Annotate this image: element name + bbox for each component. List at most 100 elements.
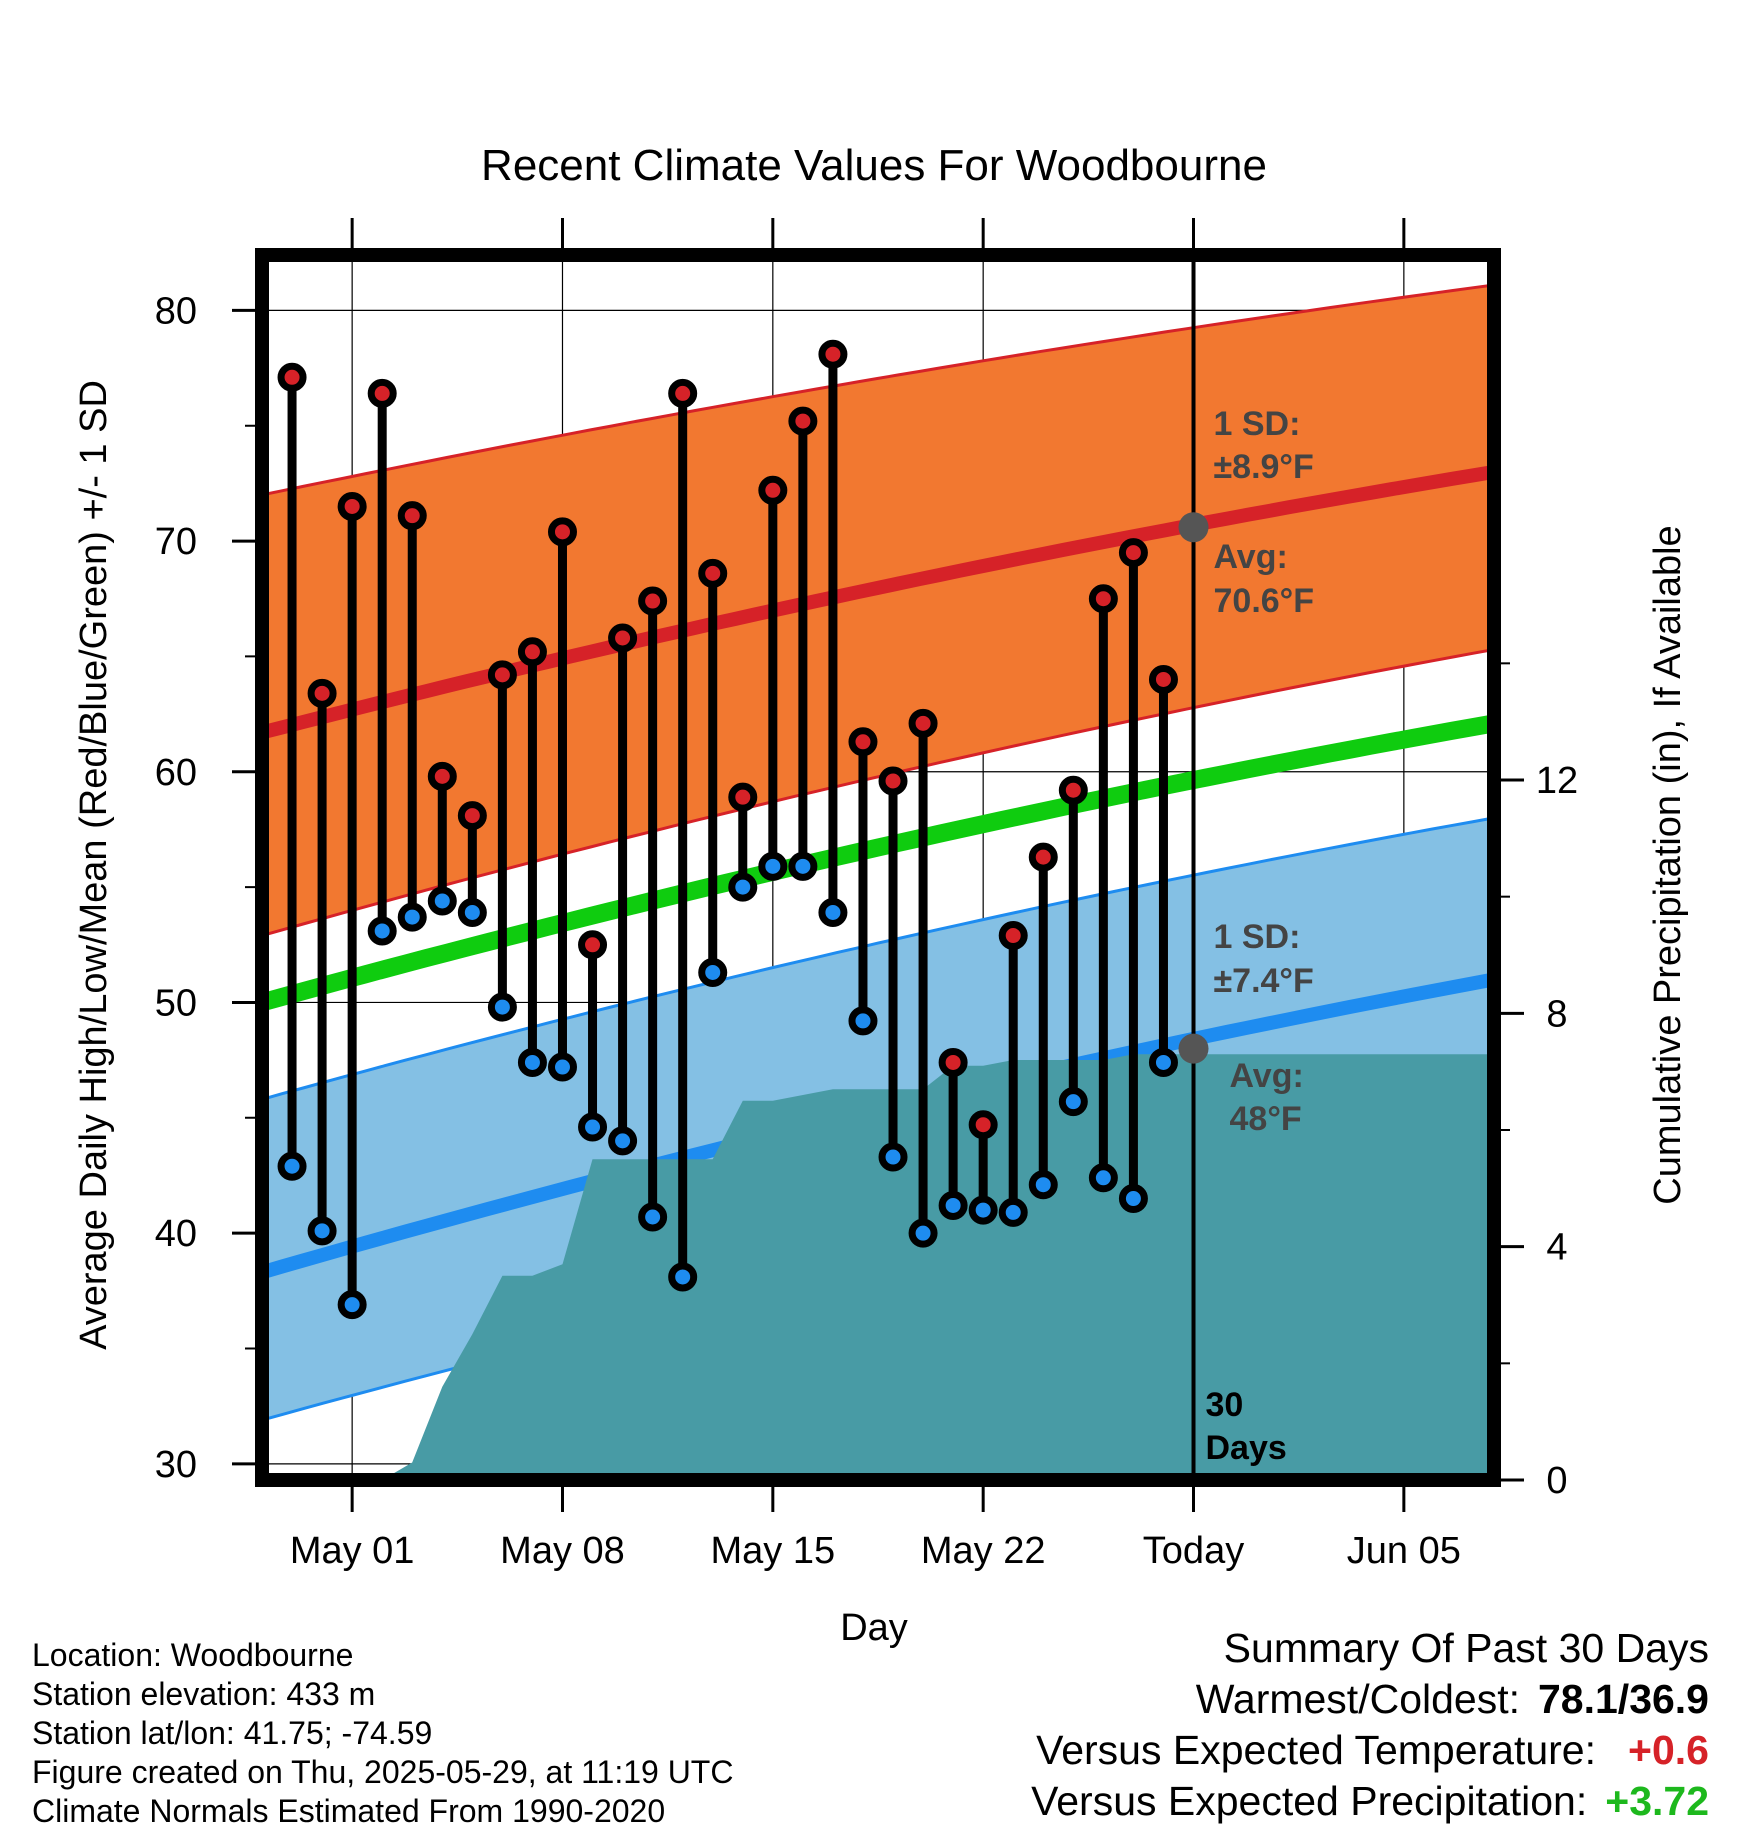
y-axis-right-label: Cumulative Precipitation (in), If Availa… <box>1647 525 1689 1204</box>
y-left-tick-label: 60 <box>155 752 197 794</box>
low-temp-point <box>848 1006 878 1036</box>
x-tick-label: May 08 <box>500 1530 625 1572</box>
high-temp-point <box>578 930 608 960</box>
low-temp-point <box>487 992 517 1022</box>
high-temp-point <box>547 517 577 547</box>
y-left-tick-label: 30 <box>155 1444 197 1486</box>
high-sd-band-lower-edge <box>262 648 1494 938</box>
low-temp-point <box>277 1151 307 1181</box>
high-sd-band <box>262 285 1494 936</box>
y-right-tick-label: 4 <box>1546 1227 1567 1269</box>
low-temp-point <box>998 1197 1028 1227</box>
high-temp-point <box>788 406 818 436</box>
low-temp-point <box>397 902 427 932</box>
latlon-text: Station lat/lon: 41.75; -74.59 <box>32 1715 433 1751</box>
low-temp-point <box>457 897 487 927</box>
high-temp-point <box>638 586 668 616</box>
high-sd-band-upper-edge <box>262 283 1494 497</box>
high-temp-point <box>698 558 728 588</box>
high-temp-point <box>367 378 397 408</box>
days-unit-label: Days <box>1206 1429 1287 1467</box>
precipitation-area <box>262 1054 1494 1480</box>
low-temp-point <box>968 1195 998 1225</box>
low-sd-value: ±7.4°F <box>1214 962 1314 1000</box>
low-temp-point <box>608 1126 638 1156</box>
low-temp-point <box>1058 1087 1088 1117</box>
plot-frame <box>255 248 1501 1487</box>
high-temp-point <box>878 766 908 796</box>
summary-warmest-coldest: Warmest/Coldest: 78.1/36.9 <box>1031 1674 1709 1725</box>
low-temp-point <box>1028 1170 1058 1200</box>
high-normal-line <box>262 464 1494 740</box>
low-temp-point <box>517 1047 547 1077</box>
high-sd-value: ±8.9°F <box>1214 448 1314 486</box>
y-right-tick-label: 8 <box>1546 993 1567 1035</box>
x-tick-label: Today <box>1143 1530 1244 1572</box>
summary-title: Summary Of Past 30 Days <box>1223 1625 1709 1671</box>
high-temp-point <box>427 761 457 791</box>
high-temp-point <box>848 727 878 757</box>
elevation-text: Station elevation: 433 m <box>32 1676 376 1712</box>
low-temp-point <box>698 957 728 987</box>
y-right-tick-label: 0 <box>1546 1460 1567 1502</box>
high-temp-point <box>968 1110 998 1140</box>
high-temp-point <box>397 501 427 531</box>
low-temp-point <box>878 1142 908 1172</box>
low-sd-band-upper-edge <box>262 816 1494 1101</box>
summary-panel: Summary Of Past 30 Days Warmest/Coldest:… <box>1031 1623 1709 1827</box>
low-temp-point <box>307 1216 337 1246</box>
y-axis-left-label: Average Daily High/Low/Mean (Red/Blue/Gr… <box>73 380 115 1350</box>
high-avg-label: Avg: <box>1214 538 1288 576</box>
high-temp-point <box>818 339 848 369</box>
low-avg-label: Avg: <box>1230 1057 1304 1095</box>
x-tick-label: May 22 <box>921 1530 1046 1572</box>
high-temp-point <box>337 491 367 521</box>
high-temp-point <box>728 782 758 812</box>
high-temp-point <box>307 678 337 708</box>
high-temp-point <box>517 637 547 667</box>
low-temp-point <box>938 1190 968 1220</box>
low-temp-point <box>1118 1184 1148 1214</box>
low-temp-point <box>728 872 758 902</box>
low-temp-point <box>547 1052 577 1082</box>
x-tick-label: May 01 <box>290 1530 415 1572</box>
high-temp-point <box>998 921 1028 951</box>
high-temp-point <box>608 623 638 653</box>
high-temp-point <box>1028 842 1058 872</box>
today-avg-high-marker <box>1178 512 1209 543</box>
warmest-coldest-label: Warmest/Coldest: <box>1195 1676 1520 1722</box>
low-temp-point <box>1088 1163 1118 1193</box>
low-temp-point <box>1148 1047 1178 1077</box>
low-temp-point <box>758 851 788 881</box>
y-left-tick-label: 70 <box>155 521 197 563</box>
x-tick-label: Jun 05 <box>1347 1530 1461 1572</box>
low-sd-label: 1 SD: <box>1214 918 1301 956</box>
precip-anomaly-value: +3.72 <box>1605 1778 1709 1824</box>
location-text: Location: Woodbourne <box>32 1637 354 1673</box>
temp-anomaly-value: +0.6 <box>1628 1727 1709 1773</box>
high-avg-value: 70.6°F <box>1214 582 1315 620</box>
high-temp-point <box>457 801 487 831</box>
low-temp-point <box>367 916 397 946</box>
temp-anomaly-label: Versus Expected Temperature: <box>1036 1727 1596 1773</box>
high-temp-point <box>1058 775 1088 805</box>
low-temp-point <box>427 886 457 916</box>
station-info: Location: Woodbourne Station elevation: … <box>32 1636 733 1831</box>
y-left-tick-label: 40 <box>155 1213 197 1255</box>
low-temp-point <box>337 1290 367 1320</box>
normals-text: Climate Normals Estimated From 1990-2020 <box>32 1793 666 1829</box>
y-left-tick-label: 50 <box>155 982 197 1024</box>
high-sd-label: 1 SD: <box>1214 405 1301 443</box>
high-temp-point <box>277 362 307 392</box>
high-temp-point <box>1118 538 1148 568</box>
chart-title: Recent Climate Values For Woodbourne <box>481 141 1267 190</box>
days-count-label: 30 <box>1206 1386 1244 1424</box>
low-temp-point <box>578 1112 608 1142</box>
high-temp-point <box>487 660 517 690</box>
summary-precipitation: Versus Expected Precipitation: +3.72 <box>1031 1776 1709 1827</box>
low-temp-point <box>668 1262 698 1292</box>
high-temp-point <box>758 475 788 505</box>
precip-anomaly-label: Versus Expected Precipitation: <box>1031 1778 1588 1824</box>
x-axis-label: Day <box>840 1607 908 1649</box>
